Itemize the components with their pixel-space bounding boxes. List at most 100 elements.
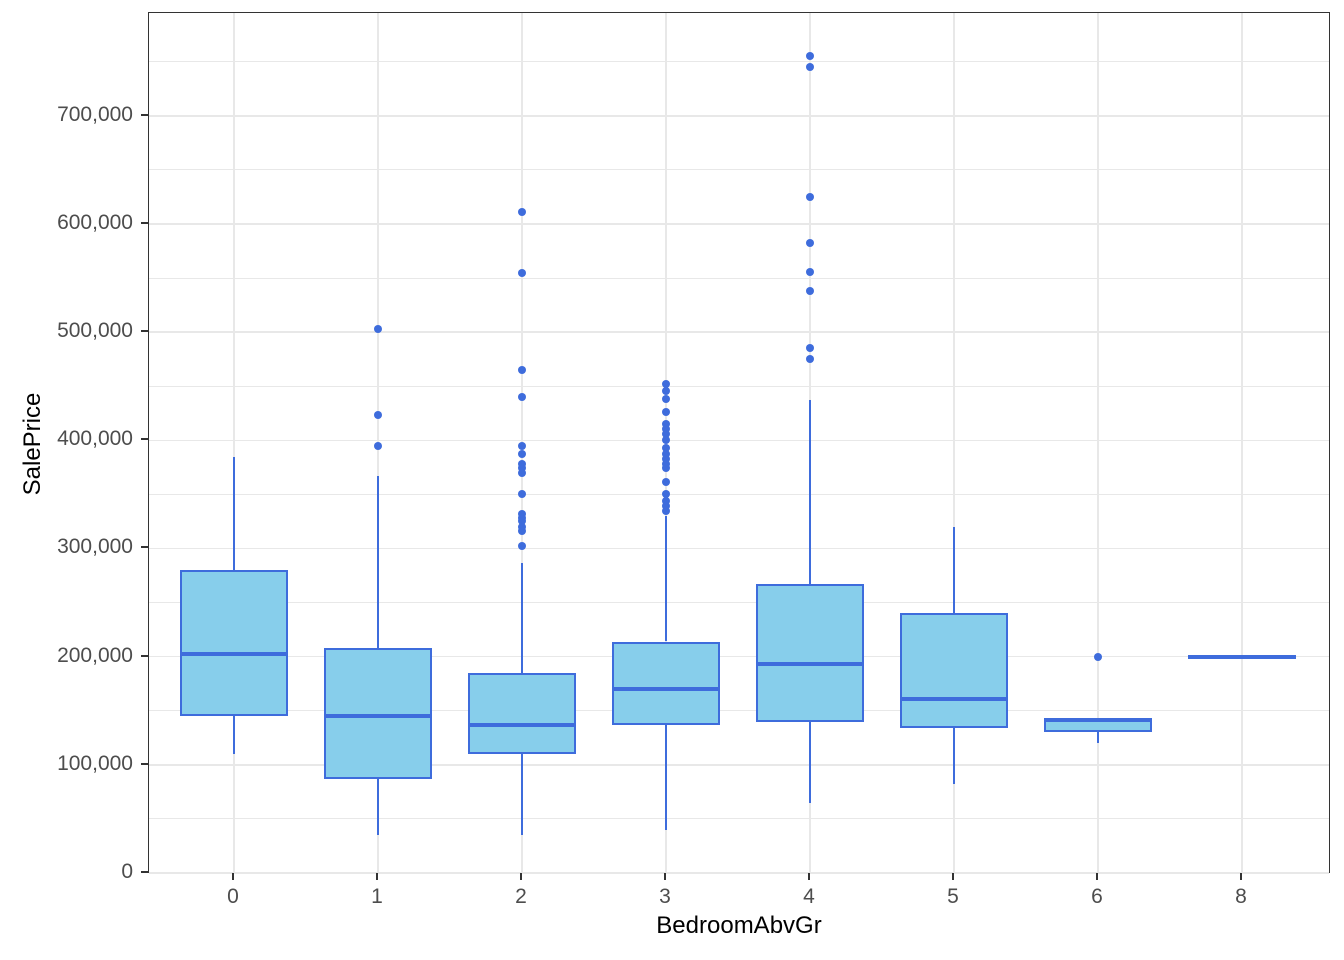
outlier-dot — [806, 239, 814, 248]
y-tick-label: 500,000 — [57, 319, 133, 343]
x-tick-label: 1 — [371, 885, 383, 908]
gridline-minor — [149, 710, 1329, 712]
x-axis-title: BedroomAbvGr — [656, 912, 822, 939]
outlier-dot — [806, 52, 814, 61]
gridline-major — [149, 655, 1329, 658]
outlier-dot — [806, 192, 814, 201]
y-axis-tick — [141, 221, 148, 224]
x-axis-tick — [808, 873, 810, 880]
outlier-dot — [518, 509, 526, 518]
y-axis-tick — [141, 871, 148, 873]
outlier-dot — [518, 393, 526, 402]
y-tick-label: 200,000 — [57, 643, 133, 667]
outlier-dot — [662, 478, 670, 487]
outlier-dot — [662, 464, 670, 473]
boxplot-box — [324, 647, 432, 779]
gridline-major — [149, 223, 1329, 225]
y-tick-label: 300,000 — [57, 535, 133, 559]
upper-whisker — [521, 562, 523, 673]
outlier-dot — [662, 386, 670, 395]
lower-whisker — [809, 721, 811, 803]
outlier-dot — [662, 425, 670, 434]
lower-whisker — [521, 754, 523, 836]
x-axis-tick — [664, 873, 666, 880]
x-tick-label: 4 — [803, 885, 815, 908]
x-axis-tick — [376, 873, 378, 880]
x-tick-label: 5 — [947, 885, 959, 908]
outlier-dot — [662, 502, 670, 511]
lower-whisker — [953, 728, 955, 785]
gridline-vertical — [1097, 13, 1099, 872]
gridline-minor — [149, 169, 1329, 171]
outlier-dot — [518, 522, 526, 531]
outlier-dot — [662, 460, 670, 469]
x-tick-label: 3 — [659, 885, 671, 908]
median-line — [612, 687, 720, 692]
outlier-dot — [662, 408, 670, 417]
x-tick-label: 6 — [1091, 885, 1103, 908]
gridline-minor — [149, 385, 1329, 387]
outlier-dot — [518, 268, 526, 277]
x-axis-tick — [1096, 873, 1098, 880]
outlier-dot — [806, 287, 814, 295]
gridline-major — [149, 872, 1329, 874]
outlier-dot — [662, 436, 670, 445]
median-line — [1188, 654, 1296, 659]
gridline-minor — [149, 818, 1329, 820]
y-axis-tick — [141, 654, 148, 657]
gridline-major — [149, 439, 1329, 442]
gridline-major — [149, 547, 1329, 550]
outlier-dot — [374, 324, 382, 333]
y-axis-tick — [141, 330, 148, 333]
outlier-dot — [518, 514, 526, 523]
gridline-minor — [149, 61, 1329, 63]
outlier-dot — [662, 395, 670, 404]
y-tick-label: 0 — [121, 860, 133, 883]
outlier-dot — [662, 443, 670, 452]
outlier-dot — [806, 63, 814, 72]
boxplot-box — [900, 613, 1008, 729]
x-tick-label: 2 — [515, 885, 527, 908]
outlier-dot — [662, 506, 670, 515]
outlier-dot — [662, 420, 670, 429]
boxplot-box — [180, 570, 288, 717]
boxplot-box — [756, 584, 864, 722]
median-line — [324, 714, 432, 719]
y-tick-label: 400,000 — [57, 427, 133, 451]
y-tick-label: 700,000 — [57, 102, 133, 126]
x-axis-tick — [232, 873, 234, 880]
median-line — [900, 696, 1008, 701]
upper-whisker — [953, 526, 955, 614]
boxplot-box — [612, 641, 720, 725]
x-tick-label: 0 — [227, 885, 239, 908]
outlier-dot — [806, 267, 814, 276]
y-axis-tick — [141, 438, 148, 441]
y-axis-tick — [141, 762, 148, 765]
outlier-dot — [518, 464, 526, 473]
outlier-dot — [518, 527, 526, 536]
y-axis-tick — [141, 546, 148, 549]
upper-whisker — [233, 456, 235, 571]
gridline-vertical — [953, 13, 955, 872]
median-line — [1044, 718, 1152, 723]
median-line — [180, 652, 288, 657]
upper-whisker — [377, 475, 379, 648]
outlier-dot — [806, 355, 814, 364]
outlier-dot — [662, 454, 670, 463]
outlier-dot — [662, 490, 670, 499]
lower-whisker — [233, 716, 235, 754]
outlier-dot — [662, 380, 670, 389]
gridline-major — [149, 764, 1329, 766]
lower-whisker — [1097, 732, 1099, 744]
lower-whisker — [377, 778, 379, 836]
gridline-minor — [149, 493, 1329, 495]
x-tick-label: 8 — [1235, 885, 1247, 908]
outlier-dot — [518, 441, 526, 450]
outlier-dot — [374, 441, 382, 450]
outlier-dot — [518, 490, 526, 499]
outlier-dot — [518, 542, 526, 551]
outlier-dot — [662, 496, 670, 505]
gridline-major — [149, 115, 1329, 117]
x-axis-tick — [1240, 873, 1242, 880]
outlier-dot — [518, 208, 526, 217]
